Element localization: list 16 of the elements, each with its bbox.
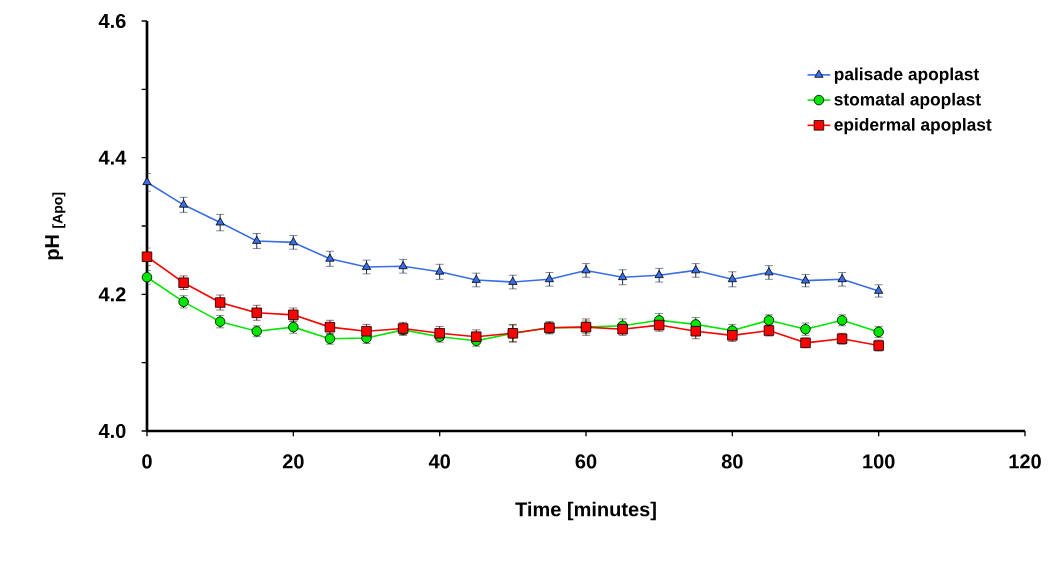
x-axis-title: Time [minutes] <box>515 501 656 521</box>
x-tick-label: 60 <box>575 454 597 469</box>
x-tick-label: 0 <box>142 454 152 469</box>
x-tick-label: 20 <box>282 454 304 469</box>
x-tick-label: 40 <box>428 454 450 469</box>
y-tick-label: 4.2 <box>98 287 126 302</box>
y-axis-title: pH $_{[Apo]}$ <box>45 192 66 260</box>
y-tick-label: 4.6 <box>98 13 126 29</box>
legend-label: palisade apoplast <box>834 67 979 84</box>
legend-label: stomatal apoplast <box>834 92 981 109</box>
y-tick-label: 4.4 <box>98 150 127 165</box>
x-tick-label: 120 <box>1009 454 1041 469</box>
legend-label: epidermal apoplast <box>834 118 992 135</box>
x-tick-label: 100 <box>863 454 895 469</box>
x-tick-label: 80 <box>721 454 743 469</box>
y-tick-label: 4.0 <box>98 423 126 439</box>
